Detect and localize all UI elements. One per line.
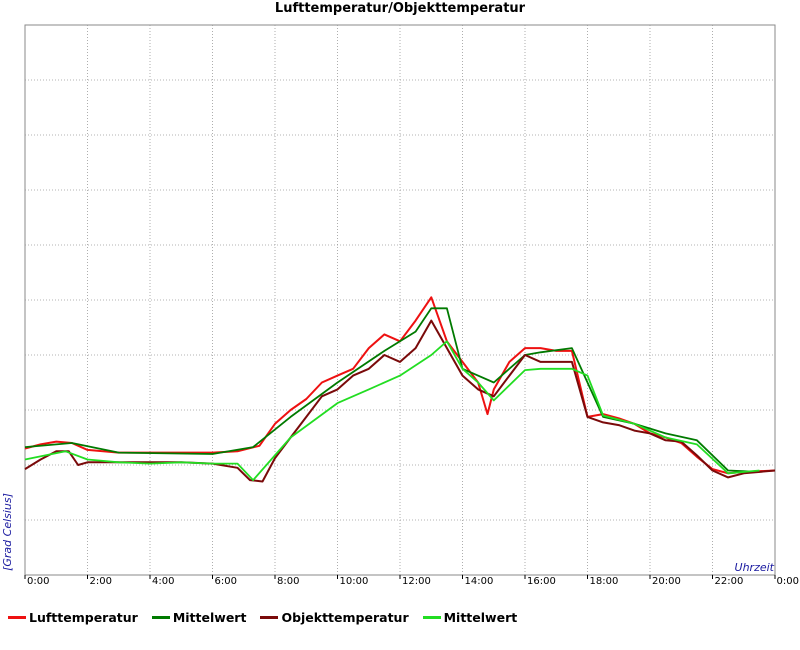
x-tick-label: 18:00	[590, 576, 619, 587]
legend-swatch	[151, 615, 170, 619]
x-tick-label: 16:00	[527, 576, 556, 587]
x-tick-label: 2:00	[90, 576, 112, 587]
x-tick-label: 10:00	[340, 576, 369, 587]
legend-item: Mittelwert	[151, 609, 247, 625]
x-tick-label: 0:00	[777, 576, 799, 587]
x-tick-label: 4:00	[152, 576, 174, 587]
chart-title: Lufttemperatur/Objekttemperatur	[274, 1, 526, 16]
x-tick-label: 8:00	[277, 576, 299, 587]
series-line	[24, 296, 776, 475]
legend: Lufttemperatur Mittelwert Objekttemperat…	[8, 609, 531, 625]
legend-item: Lufttemperatur	[8, 610, 138, 625]
legend-label: Mittelwert	[172, 609, 247, 625]
legend-label: Lufttemperatur	[29, 609, 138, 625]
legend-label: Objekttemperatur	[281, 609, 409, 625]
legend-item: Mittelwert	[422, 609, 518, 625]
x-axis-label: Uhrzeit	[735, 561, 775, 574]
x-tick-label: 6:00	[215, 576, 237, 587]
legend-swatch	[422, 615, 441, 619]
legend-swatch	[8, 615, 26, 619]
series-line	[24, 307, 760, 473]
x-tick-label: 14:00	[465, 576, 494, 587]
grid	[25, 25, 775, 575]
x-tick-label: 0:00	[27, 576, 49, 587]
legend-label: Mittelwert	[443, 609, 518, 625]
series	[24, 296, 776, 483]
x-tick-label: 22:00	[715, 576, 744, 587]
x-tick-label: 20:00	[652, 576, 681, 587]
y-axis-label: [Grad Celsius]	[1, 493, 14, 571]
x-axis: 0:00 2:00 4:00 6:00 8:00 10:00 12:00 14:00 16:00…	[24, 575, 799, 587]
legend-item: Objekttemperatur	[260, 609, 409, 625]
series-line	[24, 340, 760, 482]
legend-swatch	[260, 615, 279, 619]
x-tick-label: 12:00	[402, 576, 431, 587]
